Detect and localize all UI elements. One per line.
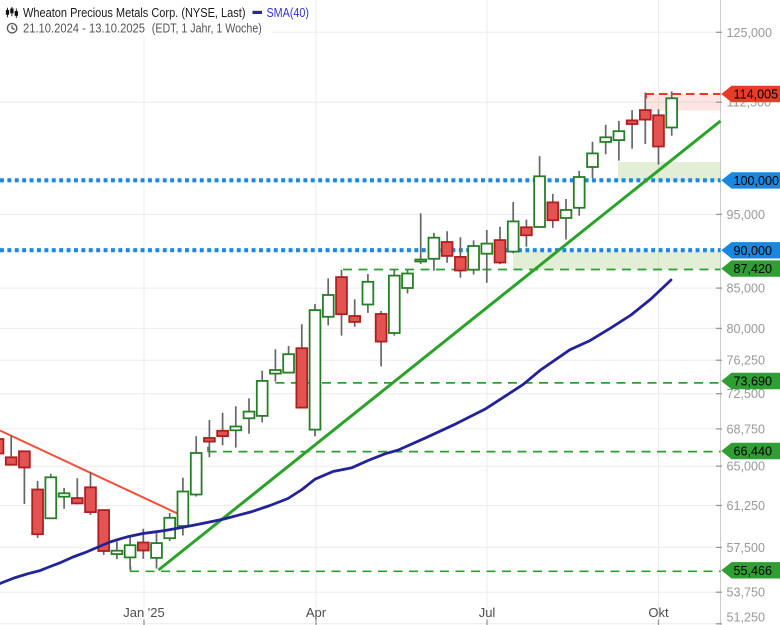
- svg-text:100,000: 100,000: [734, 174, 780, 188]
- svg-text:61,250: 61,250: [727, 499, 766, 513]
- svg-text:65,000: 65,000: [727, 460, 766, 474]
- svg-text:Jul: Jul: [479, 605, 496, 620]
- svg-text:68,750: 68,750: [727, 422, 766, 436]
- svg-text:Wheaton Precious Metals Corp.: Wheaton Precious Metals Corp. (NYSE, Las…: [23, 5, 246, 20]
- svg-text:Apr: Apr: [306, 605, 327, 620]
- svg-text:57,500: 57,500: [727, 541, 766, 555]
- svg-text:51,250: 51,250: [727, 611, 766, 625]
- svg-text:SMA(40): SMA(40): [267, 5, 310, 20]
- svg-text:55,466: 55,466: [734, 564, 773, 578]
- svg-text:114,005: 114,005: [734, 88, 779, 102]
- svg-text:76,250: 76,250: [727, 354, 766, 368]
- svg-text:21.10.2024 - 13.10.2025: 21.10.2024 - 13.10.2025: [23, 21, 145, 36]
- svg-text:125,000: 125,000: [727, 26, 773, 40]
- svg-text:73,690: 73,690: [734, 375, 773, 389]
- svg-text:90,000: 90,000: [734, 244, 773, 258]
- svg-text:80,000: 80,000: [727, 322, 766, 336]
- svg-text:Jan '25: Jan '25: [123, 605, 165, 620]
- svg-text:87,420: 87,420: [734, 262, 773, 276]
- svg-text:(EDT, 1 Jahr, 1 Woche): (EDT, 1 Jahr, 1 Woche): [152, 21, 262, 36]
- svg-text:95,000: 95,000: [727, 208, 766, 222]
- svg-text:85,000: 85,000: [727, 282, 766, 296]
- svg-text:72,500: 72,500: [727, 387, 766, 401]
- svg-text:66,440: 66,440: [734, 445, 773, 459]
- svg-text:53,750: 53,750: [727, 586, 766, 600]
- svg-text:Okt: Okt: [648, 605, 669, 620]
